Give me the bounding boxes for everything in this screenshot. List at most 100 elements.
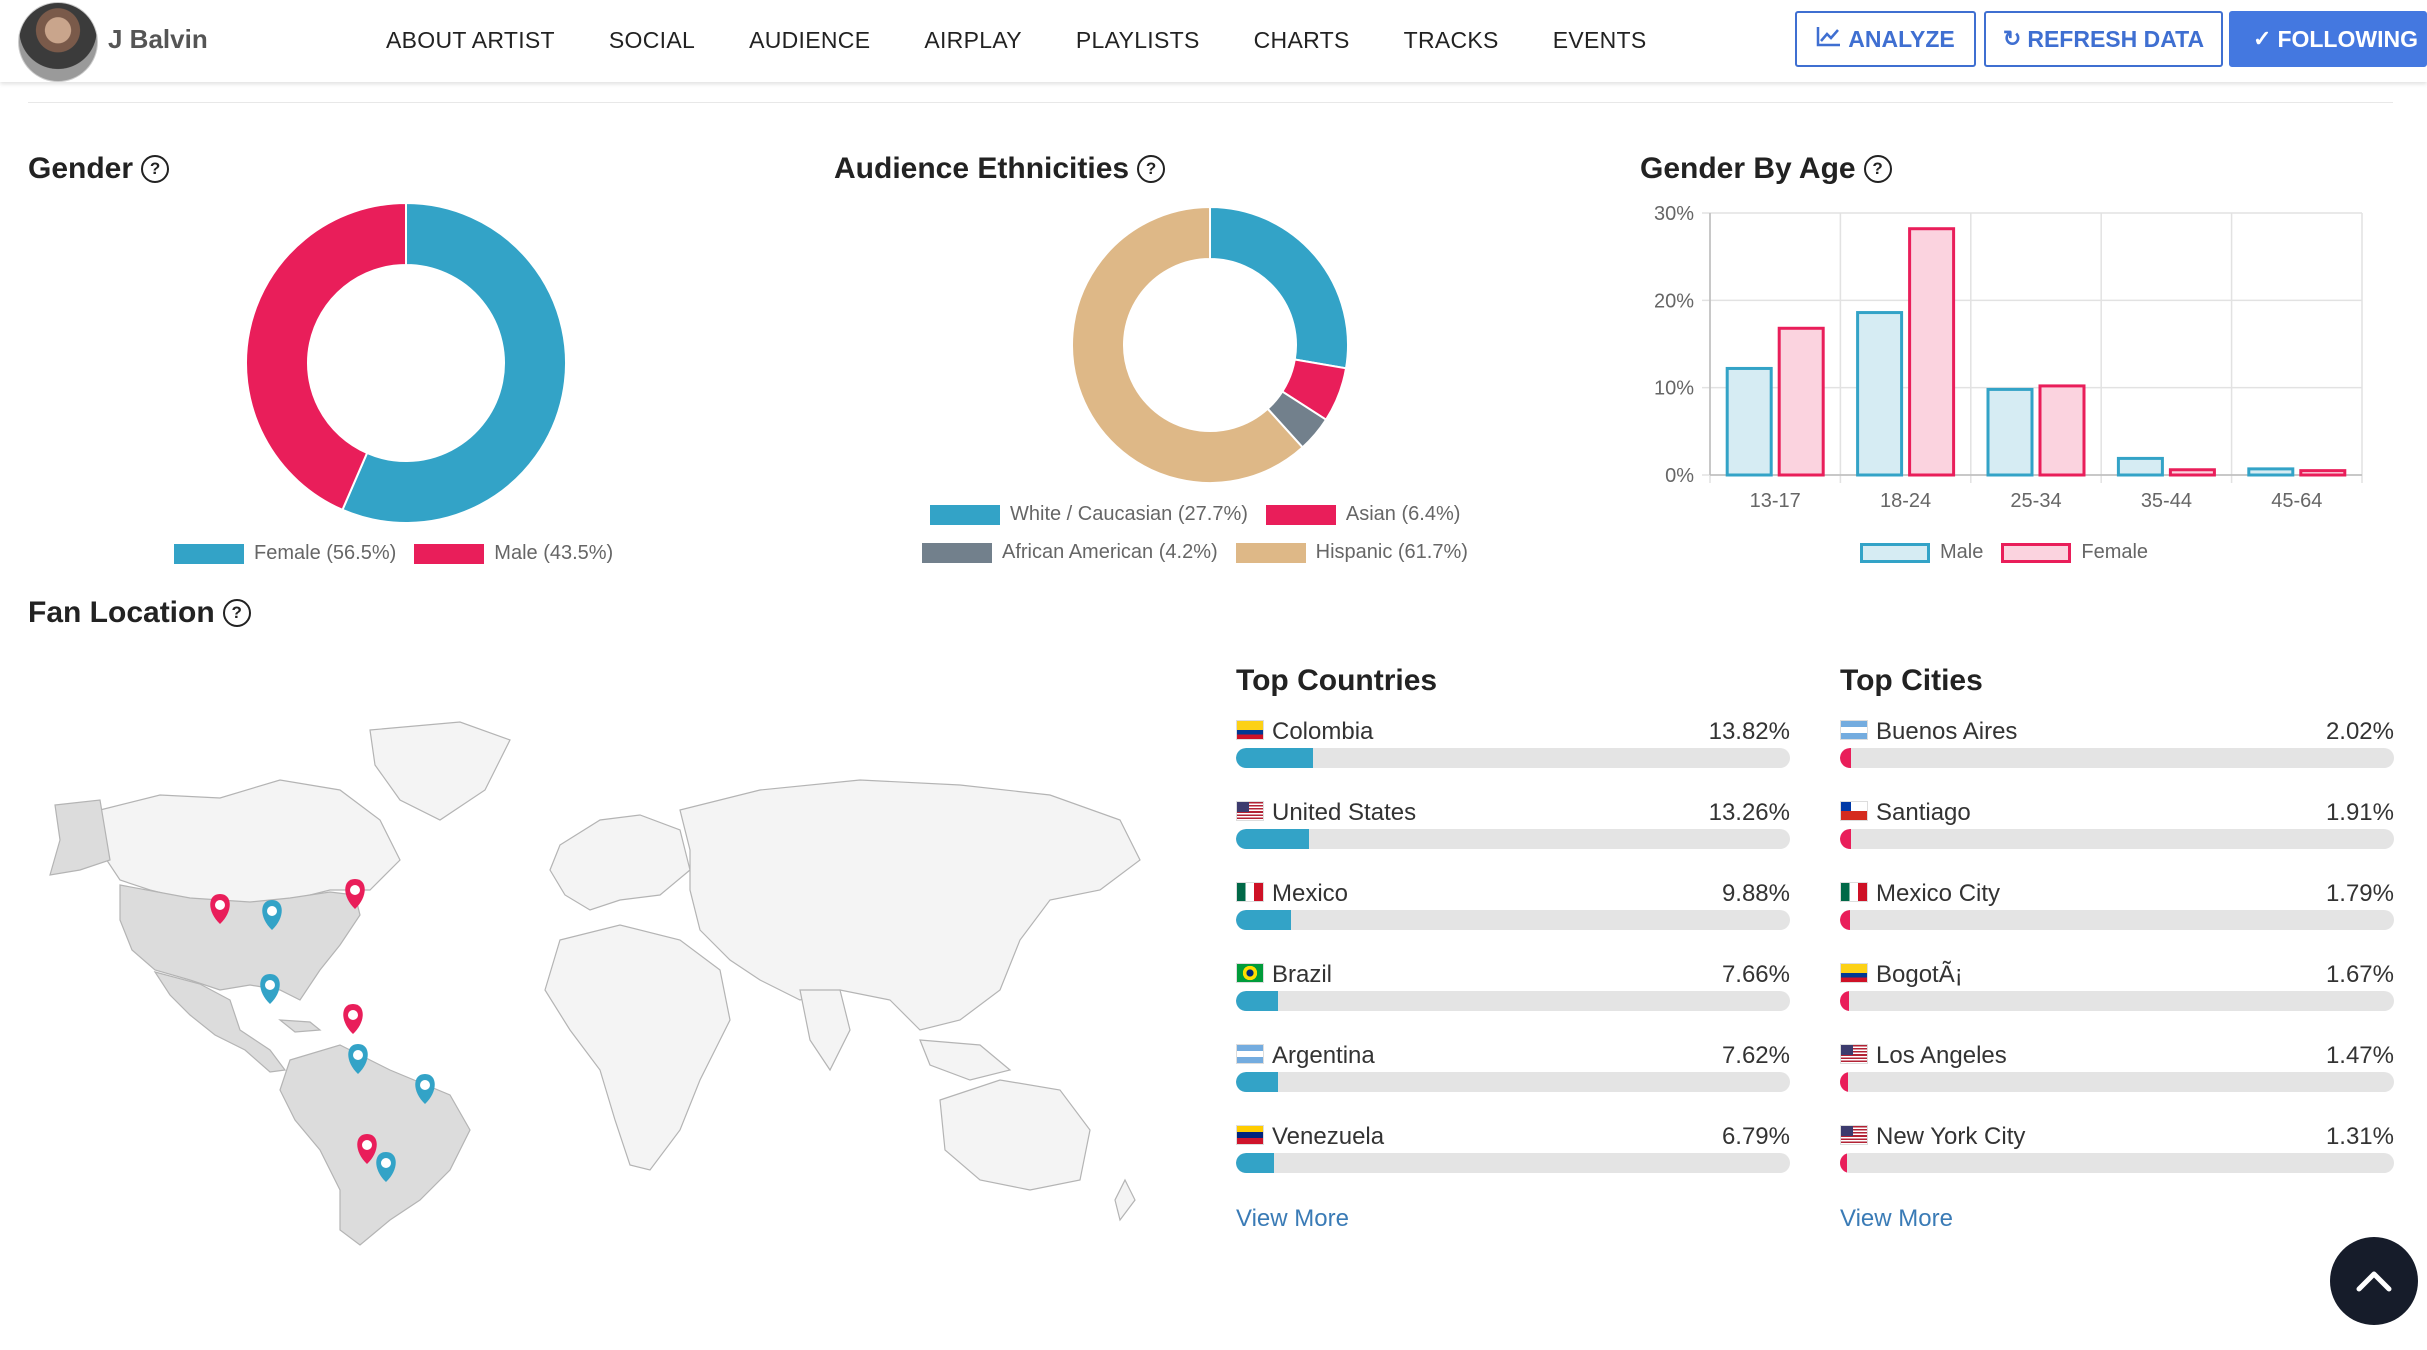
gender-donut-chart[interactable] (245, 202, 567, 524)
progress-track (1236, 991, 1790, 1011)
city-row[interactable]: Los Angeles 1.47% (1840, 1042, 2394, 1104)
bar-male-25-34[interactable] (1986, 387, 2034, 477)
help-icon[interactable]: ? (1137, 155, 1166, 183)
x-tick-label: 18-24 (1880, 490, 1931, 512)
city-row[interactable]: Mexico City 1.79% (1840, 880, 2394, 942)
map-pin[interactable] (262, 900, 282, 930)
country-row[interactable]: Venezuela 6.79% (1236, 1123, 1790, 1185)
progress-fill (1236, 991, 1279, 1011)
bar-female-13-17[interactable] (1777, 326, 1825, 477)
nav-about-artist[interactable]: ABOUT ARTIST (386, 27, 555, 53)
nav-social[interactable]: SOCIAL (608, 27, 696, 53)
y-tick-label: 30% (1654, 203, 1694, 225)
legend-swatch (174, 543, 244, 564)
map-pin[interactable] (260, 974, 280, 1004)
following-label: FOLLOWING (2277, 25, 2418, 52)
flag-canton (1841, 802, 1851, 811)
artist-avatar[interactable] (18, 2, 98, 82)
legend-item-female[interactable]: Female (2001, 541, 2148, 564)
progress-track (1840, 748, 2394, 768)
bar-female-18-24[interactable] (1908, 227, 1956, 477)
legend-swatch (2001, 542, 2072, 563)
legend-item-african-american[interactable]: African American (4.2%) (922, 541, 1218, 564)
city-percent: 1.31% (2325, 1123, 2394, 1150)
donut-slice-female[interactable] (341, 202, 567, 524)
donut-slice-white-caucasian[interactable] (1209, 205, 1349, 370)
bar-female-35-44[interactable] (2168, 468, 2216, 477)
city-row[interactable]: BogotÃ¡ 1.67% (1840, 961, 2394, 1023)
map-pin[interactable] (210, 894, 230, 924)
map-greenland (369, 721, 511, 821)
nav-charts[interactable]: CHARTS (1253, 27, 1350, 53)
legend-swatch (1860, 542, 1930, 563)
flag-icon (1236, 720, 1264, 740)
map-pin[interactable] (415, 1074, 435, 1104)
following-button[interactable]: ✓ FOLLOWING (2229, 11, 2427, 67)
progress-fill (1840, 991, 1850, 1011)
progress-fill (1236, 1072, 1279, 1092)
map-pin[interactable] (357, 1134, 377, 1164)
help-icon[interactable]: ? (141, 155, 170, 183)
check-icon: ✓ (2253, 26, 2272, 51)
map-new-zealand (1114, 1178, 1136, 1222)
nav-playlists[interactable]: PLAYLISTS (1075, 27, 1200, 53)
map-pin[interactable] (345, 879, 365, 909)
progress-fill (1840, 1072, 1849, 1092)
ethnicities-donut-chart[interactable] (1070, 205, 1350, 485)
nav-events[interactable]: EVENTS (1552, 27, 1647, 53)
city-percent: 1.67% (2325, 961, 2394, 988)
legend-label: Hispanic (61.7%) (1315, 541, 1468, 563)
analyze-button[interactable]: ANALYZE (1795, 11, 1976, 67)
map-pin[interactable] (343, 1004, 363, 1034)
legend-item-male[interactable]: Male (1860, 541, 1983, 564)
nav-tracks[interactable]: TRACKS (1403, 27, 1499, 53)
help-icon[interactable]: ? (222, 599, 251, 627)
map-pin[interactable] (348, 1044, 368, 1074)
legend-item-female[interactable]: Female (56.5%) (174, 542, 396, 565)
legend-item-asian[interactable]: Asian (6.4%) (1265, 503, 1460, 526)
city-row[interactable]: Santiago 1.91% (1840, 799, 2394, 861)
bar-female-25-34[interactable] (2038, 384, 2086, 477)
chart-line-icon (1816, 25, 1842, 53)
gender-by-age-section-title: Gender By Age ? (1640, 152, 1892, 186)
donut-slice-hispanic[interactable] (1071, 205, 1304, 484)
country-row[interactable]: Brazil 7.66% (1236, 961, 1790, 1023)
map-alaska (49, 799, 111, 876)
y-tick-label: 0% (1665, 465, 1694, 487)
bar-male-45-64[interactable] (2247, 467, 2295, 477)
city-name: Santiago (1876, 799, 1971, 826)
bar-male-18-24[interactable] (1856, 311, 1904, 477)
refresh-label: REFRESH DATA (2027, 25, 2205, 52)
cities-view-more-link[interactable]: View More (1840, 1205, 1953, 1232)
countries-view-more-link[interactable]: View More (1236, 1205, 1349, 1232)
bar-male-13-17[interactable] (1725, 366, 1773, 477)
map-pin[interactable] (376, 1152, 396, 1182)
chevron-up-icon (2356, 1271, 2392, 1292)
country-row[interactable]: Argentina 7.62% (1236, 1042, 1790, 1104)
donut-slice-male[interactable] (245, 202, 407, 512)
nav-audience[interactable]: AUDIENCE (749, 27, 871, 53)
map-mexico (153, 971, 287, 1073)
legend-item-hispanic[interactable]: Hispanic (61.7%) (1235, 541, 1468, 564)
scroll-to-top-button[interactable] (2330, 1237, 2418, 1325)
country-row[interactable]: Mexico 9.88% (1236, 880, 1790, 942)
legend-item-white[interactable]: White / Caucasian (27.7%) (930, 503, 1248, 526)
city-row[interactable]: Buenos Aires 2.02% (1840, 718, 2394, 780)
legend-item-male[interactable]: Male (43.5%) (414, 542, 613, 565)
x-tick-label: 45-64 (2271, 490, 2322, 512)
flag-canton (1841, 1045, 1853, 1055)
bar-female-45-64[interactable] (2299, 469, 2347, 477)
refresh-data-button[interactable]: ↻ REFRESH DATA (1984, 11, 2223, 67)
world-map[interactable] (40, 700, 1180, 1260)
city-row[interactable]: New York City 1.31% (1840, 1123, 2394, 1185)
help-icon[interactable]: ? (1863, 155, 1892, 183)
country-row[interactable]: United States 13.26% (1236, 799, 1790, 861)
country-row[interactable]: Colombia 13.82% (1236, 718, 1790, 780)
progress-track (1840, 910, 2394, 930)
city-name: Los Angeles (1876, 1042, 2007, 1069)
artist-name[interactable]: J Balvin (108, 24, 208, 54)
bar-male-35-44[interactable] (2116, 456, 2164, 477)
progress-track (1840, 829, 2394, 849)
nav-airplay[interactable]: AIRPLAY (924, 27, 1022, 53)
gender-by-age-bar-chart[interactable]: 0% 10% 20% 30% 13-17 18-24 25-34 35-44 45-64 (1620, 195, 2380, 525)
